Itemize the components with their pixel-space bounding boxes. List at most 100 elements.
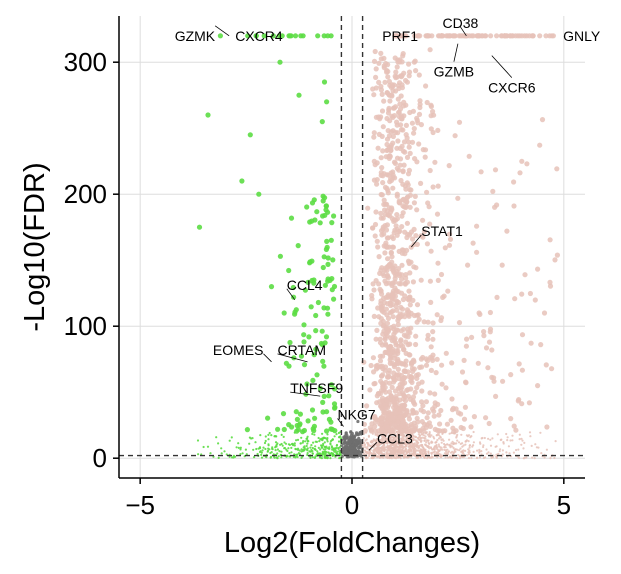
up-regulated-point [396,440,399,443]
up-regulated-point [430,451,433,455]
up-regulated-point [444,421,450,427]
up-regulated-point [410,357,417,363]
up-regulated-point [389,234,395,240]
up-regulated-point [387,452,390,455]
up-regulated-point [400,438,404,441]
up-regulated-point [367,387,373,393]
up-regulated-point [481,436,484,440]
up-regulated-point [517,448,520,451]
up-regulated-point [400,51,406,57]
up-regulated-point [382,223,388,229]
up-regulated-point [430,320,436,326]
down-regulated-point [307,260,313,266]
down-regulated-point [259,450,262,453]
up-regulated-point [392,73,398,79]
up-regulated-point [491,437,494,440]
up-regulated-point [539,431,542,434]
up-regulated-point [395,446,398,449]
up-regulated-point [375,390,381,397]
up-regulated-point [389,415,395,421]
up-regulated-point [393,303,399,309]
up-regulated-point [437,421,443,427]
up-regulated-point [400,343,406,350]
up-regulated-point [391,323,397,329]
down-regulated-point [280,450,283,453]
not-significant-point [344,450,348,454]
up-regulated-point [517,33,523,39]
up-regulated-point [387,428,393,435]
up-regulated-point [402,432,405,435]
up-regulated-point [373,336,379,342]
down-regulated-point [286,449,289,453]
up-regulated-point [406,352,412,358]
up-regulated-point [395,361,401,367]
not-significant-point [351,454,355,458]
down-regulated-point [323,203,329,209]
up-regulated-point [526,33,533,39]
up-regulated-point [390,449,393,452]
down-regulated-point [312,415,318,421]
up-regulated-point [423,83,429,89]
down-regulated-point [287,339,293,346]
up-regulated-point [363,441,366,444]
up-regulated-point [410,427,416,433]
up-regulated-point [537,33,543,39]
up-regulated-point [401,326,407,332]
down-regulated-point [337,440,341,443]
up-regulated-point [428,447,431,450]
up-regulated-point [384,436,387,439]
up-regulated-point [407,439,410,442]
down-regulated-point [331,448,334,451]
up-regulated-point [460,425,466,432]
up-regulated-point [367,434,370,437]
up-regulated-point [488,33,494,39]
not-significant-point [354,443,358,447]
up-regulated-point [480,450,483,453]
up-regulated-point [383,281,389,287]
up-regulated-point [398,304,404,310]
up-regulated-point [463,343,469,349]
up-regulated-point [400,434,403,437]
up-regulated-point [375,440,378,443]
down-regulated-point [321,79,328,85]
up-regulated-point [523,441,526,444]
up-regulated-point [502,442,505,445]
down-regulated-point [324,448,327,451]
up-regulated-point [448,438,451,441]
up-regulated-point [404,279,410,285]
up-regulated-point [396,272,402,279]
down-regulated-point [282,435,285,438]
up-regulated-point [393,223,399,229]
up-regulated-point [386,456,389,459]
down-regulated-point [330,257,336,263]
down-regulated-point [280,456,283,459]
up-regulated-point [382,405,388,411]
up-regulated-point [382,267,388,273]
up-regulated-point [385,433,388,436]
up-regulated-point [535,383,541,389]
up-regulated-point [459,369,466,375]
down-regulated-point [329,287,335,293]
up-regulated-point [412,389,418,395]
up-regulated-point [372,452,375,455]
up-regulated-point [404,154,411,160]
up-regulated-point [456,119,463,125]
down-regulated-point [253,33,259,39]
down-regulated-point [325,255,331,261]
up-regulated-point [404,435,407,438]
up-regulated-point [409,379,415,385]
up-regulated-point [390,375,396,381]
up-regulated-point [431,448,434,451]
down-regulated-point [306,442,309,445]
up-regulated-point [368,453,371,456]
up-regulated-point [395,59,401,65]
down-regulated-point [300,448,303,451]
up-regulated-point [403,122,409,128]
up-regulated-point [449,451,453,454]
down-regulated-point [260,453,263,456]
up-regulated-point [396,167,402,173]
up-regulated-point [438,445,441,448]
up-regulated-point [371,92,377,98]
gene-label: STAT1 [421,223,463,239]
